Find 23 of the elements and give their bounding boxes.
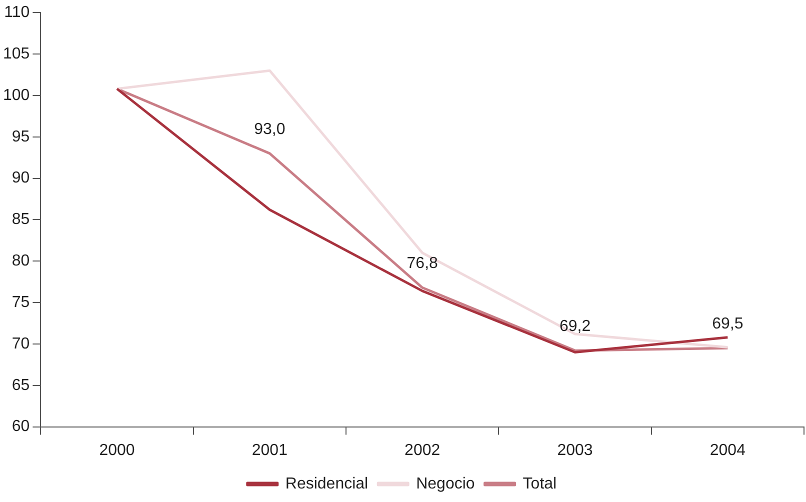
y-tick-label: 95 — [12, 128, 30, 146]
legend-label: Residencial — [285, 475, 368, 492]
x-tick-label: 2002 — [404, 442, 440, 459]
y-tick-label: 60 — [12, 418, 30, 436]
data-label: 76,8 — [406, 255, 438, 272]
x-tick-label: 2001 — [252, 442, 288, 459]
x-tick-label: 2004 — [710, 442, 746, 459]
y-tick-label: 70 — [12, 335, 30, 352]
data-label: 69,5 — [712, 316, 744, 333]
y-tick-label: 100 — [2, 86, 30, 104]
y-tick-label: 105 — [2, 45, 30, 62]
y-tick-label: 110 — [4, 4, 30, 22]
y-tick-label: 75 — [12, 294, 30, 311]
y-tick-label: 80 — [12, 252, 30, 270]
data-label: 69,2 — [559, 318, 591, 335]
legend-label: Total — [522, 475, 557, 492]
x-tick-label: 2000 — [99, 442, 135, 459]
y-tick-label: 90 — [12, 170, 30, 187]
legend-label: Negocio — [416, 475, 475, 492]
data-label: 93,0 — [254, 120, 286, 138]
y-tick-label: 65 — [12, 376, 30, 394]
y-tick-label: 85 — [12, 211, 30, 228]
x-tick-label: 2003 — [557, 442, 593, 459]
